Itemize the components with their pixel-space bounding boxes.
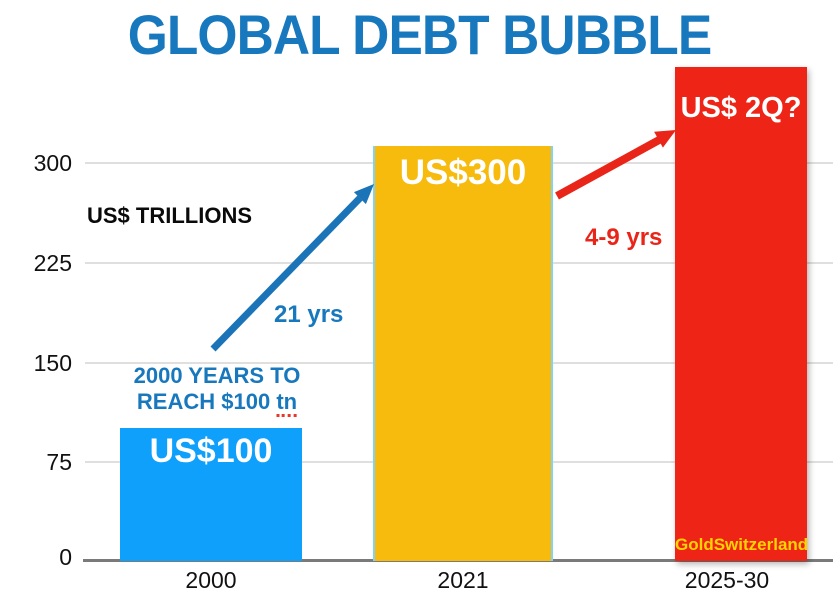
x-tick-label-2021: 2021	[437, 567, 489, 593]
y-tick-label-150: 150	[33, 350, 72, 376]
bar-value-label: US$ 2Q?	[680, 92, 802, 124]
bar-value-label: US$100	[149, 432, 273, 470]
annotation-2000-years-line1: 2000 YEARS TO	[133, 363, 301, 388]
bar: US$ 2Q? GoldSwitzerland	[675, 67, 809, 561]
x-tick-label-2025-30: 2025-30	[684, 567, 770, 593]
watermark: GoldSwitzerland	[675, 535, 809, 554]
x-tick-label-2000: 2000	[185, 567, 237, 593]
bar: US$100	[120, 428, 302, 561]
spellcheck-underlined-word: tn	[276, 389, 298, 417]
bar-value-label: US$300	[399, 153, 527, 192]
page-title: GLOBAL DEBT BUBBLE	[127, 3, 712, 66]
annotation-2000-years-line2: REACH $100 tn	[134, 389, 301, 417]
y-axis-title: US$ TRILLIONS	[87, 203, 253, 228]
annotation-4-9-yrs: 4-9 yrs	[585, 224, 663, 251]
bar: US$300	[373, 146, 553, 561]
annotation-21-yrs: 21 yrs	[274, 301, 344, 328]
y-tick-label-0: 0	[59, 544, 72, 570]
annotation-2000-years: 2000 YEARS TO REACH $100 tn	[133, 363, 301, 417]
y-tick-label-300: 300	[33, 150, 72, 176]
y-tick-label-75: 75	[46, 449, 72, 475]
y-tick-label-225: 225	[33, 250, 72, 276]
